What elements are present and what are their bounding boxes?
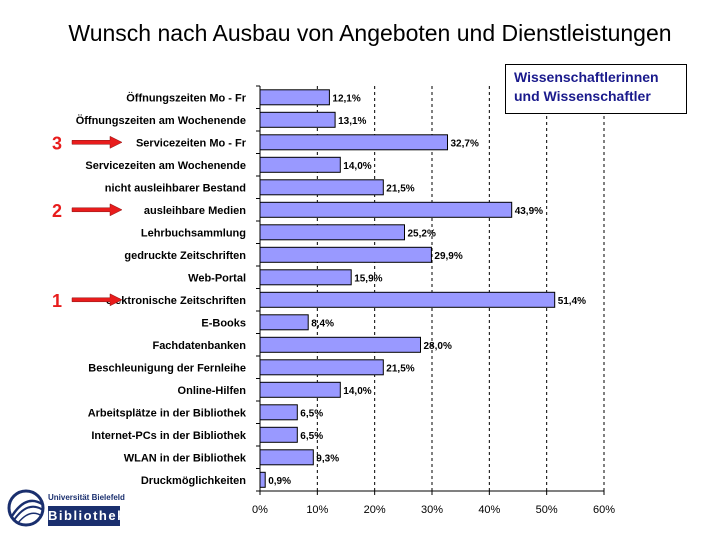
data-label: 21,5% [386,183,414,194]
data-label: 13,1% [338,116,366,127]
category-label: WLAN in der Bibliothek [124,452,247,464]
logo-emblem-icon [7,489,45,527]
bar [259,426,298,443]
category-label: E-Books [201,317,246,329]
library-logo: Universität Bielefeld Bibliothek [6,486,125,530]
rank-arrow-icon [71,135,123,149]
bar [259,314,309,331]
rank-number: 3 [52,133,62,153]
bar [259,134,448,151]
data-label: 6,5% [300,431,323,442]
x-tick-label: 20% [364,504,386,516]
category-label: Arbeitsplätze in der Bibliothek [88,407,247,419]
category-label: Lehrbuchsammlung [141,227,246,239]
data-label: 28,0% [424,341,452,352]
x-tick-label: 50% [536,504,558,516]
data-label: 8,4% [311,318,334,329]
bar [259,111,336,128]
category-label: Online-Hilfen [178,385,247,397]
data-label: 32,7% [451,138,479,149]
data-label: 14,0% [343,386,371,397]
bar [259,269,352,286]
category-label: Servicezeiten Mo - Fr [136,137,247,149]
x-tick-label: 0% [252,504,268,516]
bar [259,89,330,106]
bar [259,224,405,241]
category-label: ausleihbare Medien [144,205,246,217]
rank-arrow-icon [71,293,123,307]
category-label: Internet-PCs in der Bibliothek [91,430,247,442]
data-label: 14,0% [343,161,371,172]
data-label: 6,5% [300,408,323,419]
bar [259,246,432,263]
category-label: nicht ausleihbarer Bestand [105,182,246,194]
category-label: gedruckte Zeitschriften [124,250,246,262]
rank-number: 1 [52,291,62,311]
category-label: Öffnungszeiten am Wochenende [76,114,246,127]
rank-number: 2 [52,201,62,221]
bar [259,336,421,353]
x-tick-label: 30% [421,504,443,516]
legend-line-2: und Wissenschaftler [514,88,651,104]
data-label: 25,2% [408,228,436,239]
category-label: Beschleunigung der Fernleihe [88,362,246,374]
bar [259,156,341,173]
category-label: Druckmöglichkeiten [141,475,246,487]
data-label: 9,3% [316,453,339,464]
legend-box: Wissenschaftlerinnen und Wissenschaftler [505,64,687,114]
legend-line-1: Wissenschaftlerinnen [514,69,659,85]
data-label: 43,9% [515,206,543,217]
bar [259,449,314,466]
rank-arrow-icon [71,203,123,217]
bar [259,471,266,488]
x-tick-label: 40% [478,504,500,516]
data-label: 21,5% [386,363,414,374]
category-label: Web-Portal [188,272,246,284]
data-label: 51,4% [558,296,586,307]
data-label: 15,9% [354,273,382,284]
category-label: Servicezeiten am Wochenende [85,160,246,172]
data-label: 29,9% [434,251,462,262]
page-title: Wunsch nach Ausbau von Angeboten und Die… [68,20,672,46]
bar [259,381,341,398]
category-label: elektronische Zeitschriften [106,295,246,307]
bar [259,404,298,421]
logo-library-text: Bibliothek [48,506,124,526]
bar [259,291,556,308]
data-label: 0,9% [268,476,291,487]
bar [259,179,384,196]
category-label: Öffnungszeiten Mo - Fr [126,91,246,104]
bar [259,201,513,218]
x-tick-label: 10% [306,504,328,516]
category-label: Fachdatenbanken [152,340,246,352]
data-label: 12,1% [332,93,360,104]
x-tick-label: 60% [593,504,615,516]
logo-university-text: Universität Bielefeld [48,493,125,502]
bar [259,359,384,376]
